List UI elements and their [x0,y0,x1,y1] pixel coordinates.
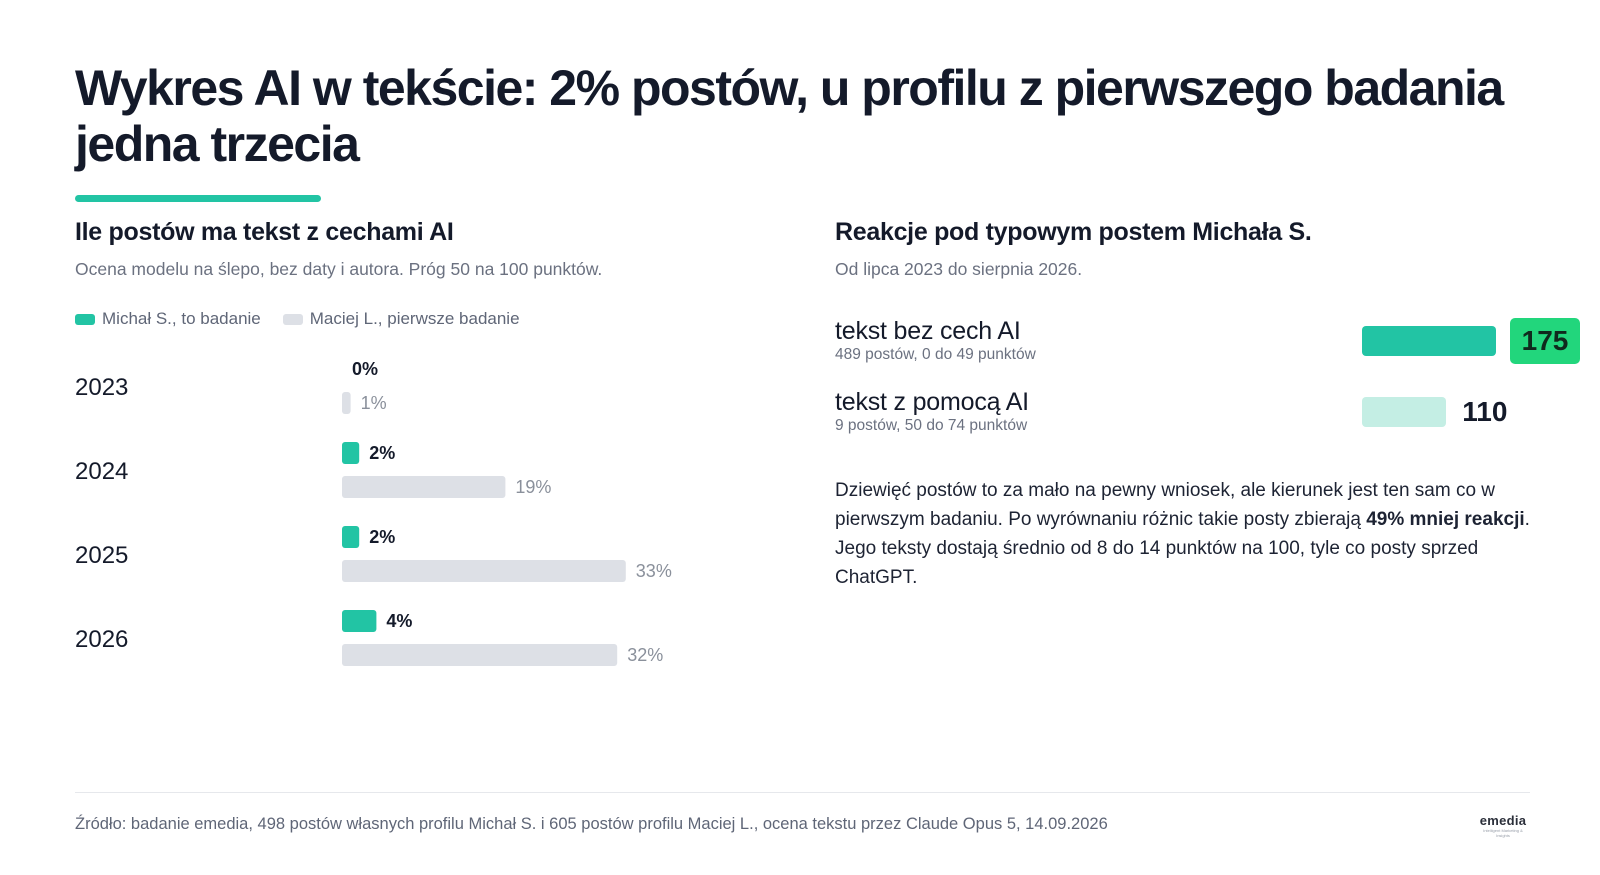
value-label-maciej-2026: 32% [627,645,663,665]
year-label-2024: 2024 [75,458,128,485]
conclusion-text-end: . Jego teksty dostają średnio od 8 do 14… [835,509,1530,588]
year-label-2025: 2025 [75,542,128,569]
right-panel-title: Reakcje pod typowym postem Michała S. [835,218,1312,246]
footer-divider [75,792,1530,793]
logo-wordmark: emedia [1479,813,1527,828]
logo-tagline: Intelligent Marketing & Insights [1483,828,1523,838]
left-panel-title: Ile postów ma tekst z cechami AI [75,218,454,246]
yearly-ai-share-chart: 2023 0% 1% 2024 2% 19% 2025 2% 33% 2026 4% 32% [75,359,672,666]
page-title: Wykres AI w tekście: 2% postów, u profil… [75,60,1504,172]
chart-legend: Michał S., to badanie Maciej L., pierwsz… [75,309,542,329]
bar-michal-2026 [342,610,377,632]
bar-michal-2024 [342,442,360,464]
value-label-michal-2025: 2% [369,527,395,547]
source-note: Źródło: badanie emedia, 498 postów własn… [75,815,1108,833]
conclusion-paragraph: Dziewięć postów to za mało na pewny wnio… [835,476,1535,592]
emedia-logo: emedia Intelligent Marketing & Insights [1476,813,1530,839]
reaction-bar-no-ai [1362,326,1496,356]
reaction-value-no-ai: 175 [1510,318,1580,364]
legend-swatch-series-1 [75,313,95,325]
reaction-row-no-ai: tekst bez cech AI 489 postów, 0 do 49 pu… [835,317,1036,364]
bar-maciej-2024 [342,476,506,498]
reaction-label-no-ai: tekst bez cech AI [835,317,1021,345]
right-panel-subtitle: Od lipca 2023 do sierpnia 2026. [835,259,1083,279]
value-label-michal-2024: 2% [369,443,395,463]
conclusion-highlight: 49% mniej reakcji [1366,509,1525,530]
legend-item-series-1: Michał S., to badanie [75,309,261,329]
value-label-michal-2026: 4% [386,611,412,631]
legend-swatch-series-2 [282,313,303,325]
left-panel-subtitle: Ocena modelu na ślepo, bez daty i autora… [75,259,603,279]
reaction-value-ai: 110 [1462,396,1508,427]
bar-maciej-2026 [342,644,618,666]
bar-maciej-2023 [342,392,351,414]
reaction-row-ai: tekst z pomocą AI 9 postów, 50 do 74 pun… [835,388,1029,435]
value-label-michal-2023: 0% [352,359,378,379]
reaction-detail-no-ai: 489 postów, 0 do 49 punktów [835,346,1036,363]
legend-item-series-2: Maciej L., pierwsze badanie [282,309,520,329]
year-label-2023: 2023 [75,374,128,401]
legend-label-series-2: Maciej L., pierwsze badanie [309,309,520,328]
reaction-label-ai: tekst z pomocą AI [835,388,1029,416]
conclusion-text-start: Dziewięć postów to za mało na pewny wnio… [835,480,1496,530]
value-label-maciej-2024: 19% [515,477,551,497]
bar-michal-2025 [342,526,360,548]
title-accent-line [75,195,321,202]
value-label-maciej-2023: 1% [361,393,387,413]
value-label-maciej-2025: 33% [636,561,672,581]
bar-maciej-2025 [342,560,626,582]
legend-label-series-1: Michał S., to badanie [102,309,261,328]
year-label-2026: 2026 [75,626,128,653]
reaction-bar-ai [1362,397,1447,427]
reaction-detail-ai: 9 postów, 50 do 74 punktów [835,417,1028,434]
